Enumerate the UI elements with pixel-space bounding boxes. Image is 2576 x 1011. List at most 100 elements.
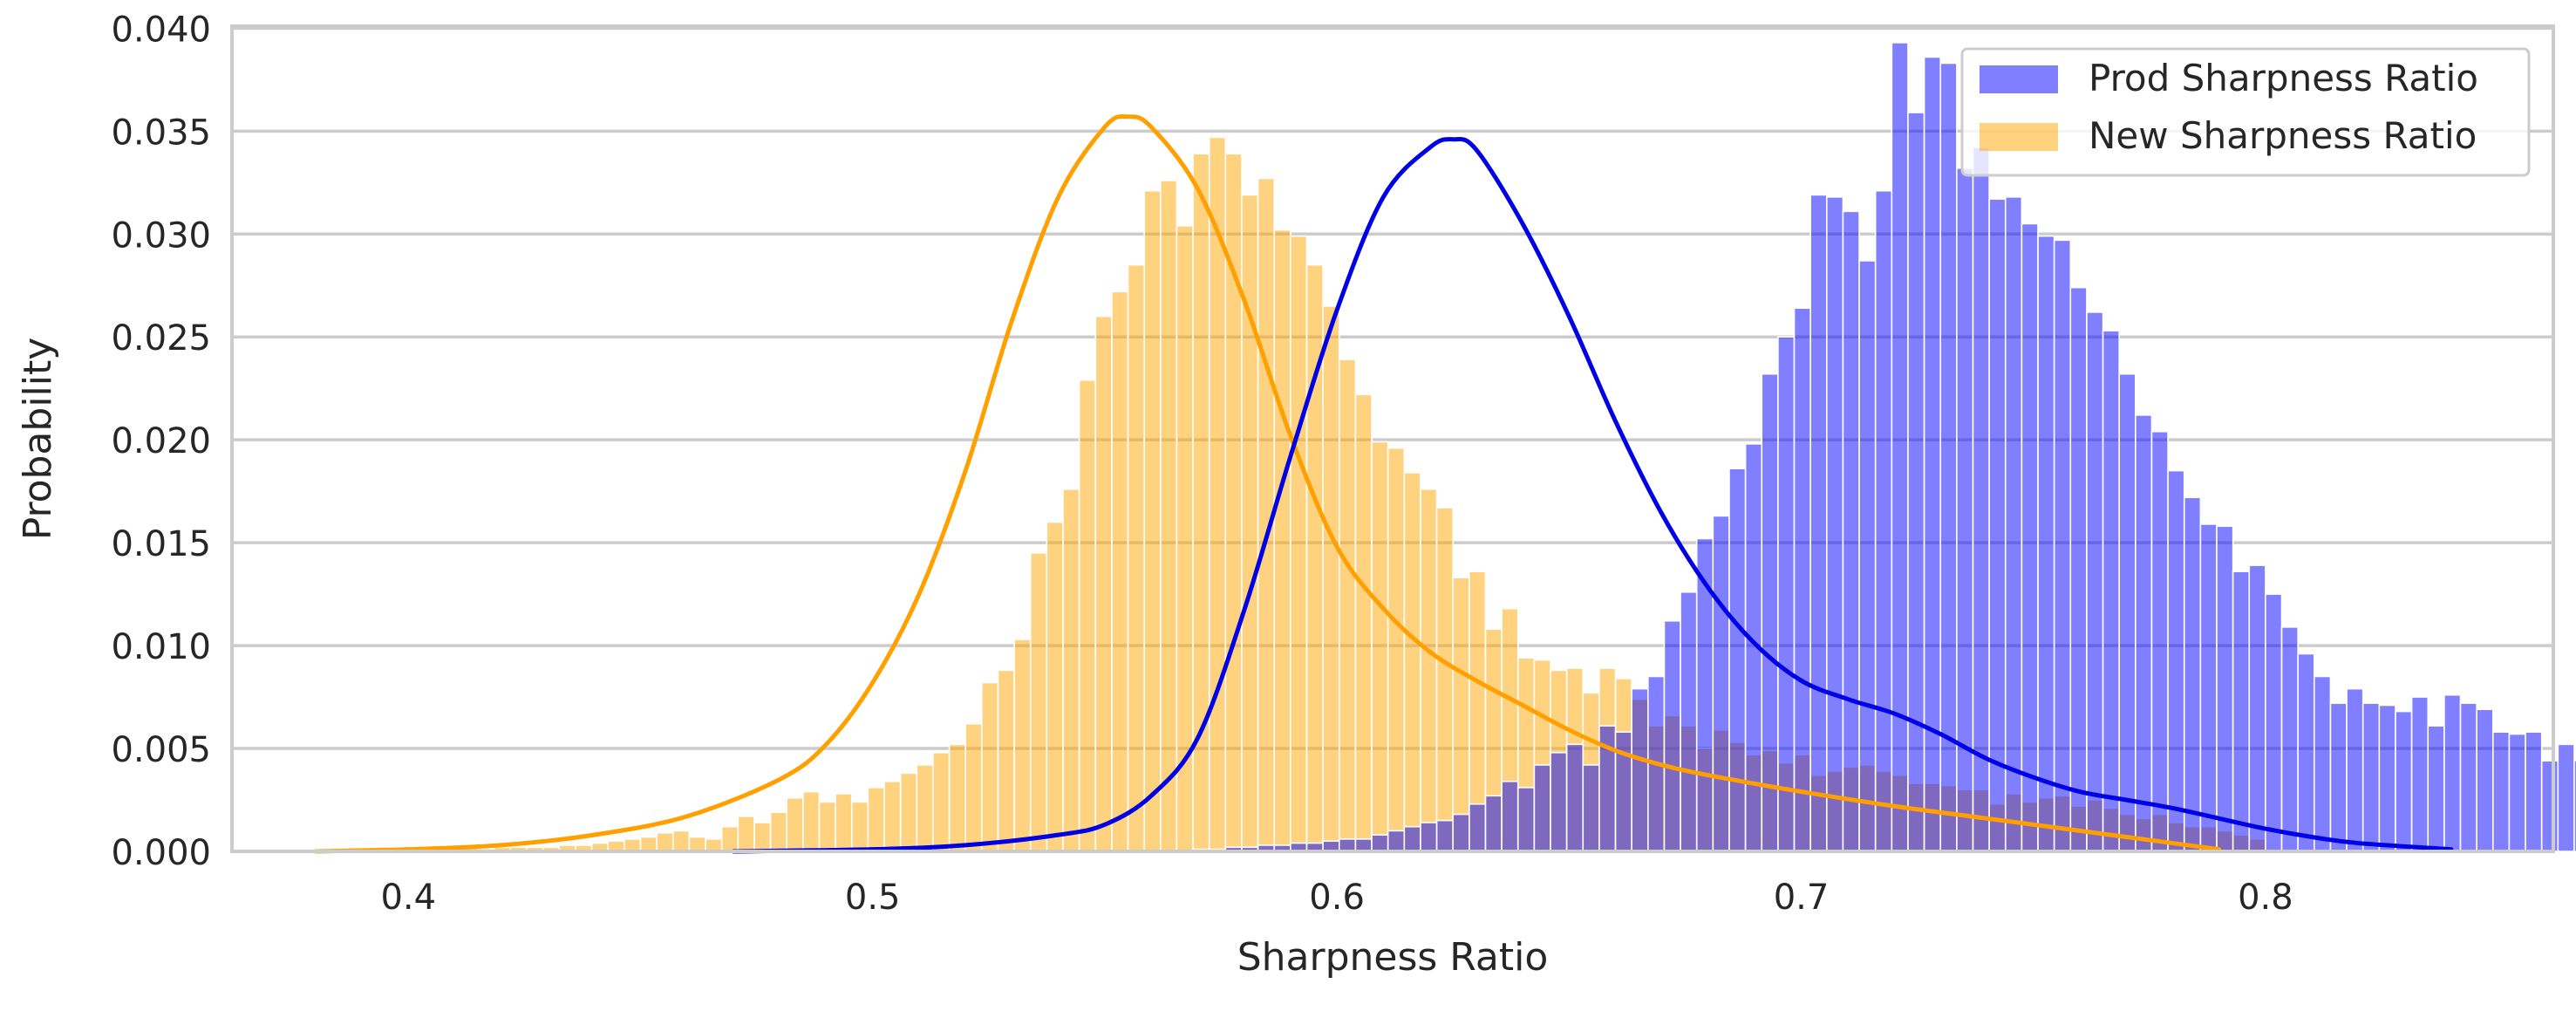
y-axis: 0.000 0.005 0.010 0.015 0.020 0.025 0.030 0.035…	[111, 10, 211, 873]
histogram-bar	[981, 681, 999, 852]
histogram-bar	[639, 836, 658, 852]
y-tick-label: 0.005	[111, 730, 211, 770]
histogram-bar	[1143, 189, 1162, 852]
y-tick-label: 0.025	[111, 318, 211, 359]
legend-box	[1960, 47, 2531, 177]
legend-label-prod: Prod Sharpness Ratio	[2089, 57, 2478, 99]
histogram-bar	[2037, 235, 2055, 852]
histogram-bar	[2395, 710, 2413, 852]
histogram-bar	[1565, 743, 1584, 852]
histogram-bar	[2297, 652, 2315, 852]
histogram-bar	[2459, 702, 2477, 852]
histogram-bar	[656, 831, 674, 852]
histogram-bar	[1891, 42, 1909, 852]
histogram-bar	[2021, 222, 2039, 852]
histogram-bar	[1403, 825, 1421, 852]
histogram-bar	[802, 790, 821, 852]
histogram-bar	[2525, 731, 2543, 852]
histogram-bar	[705, 838, 723, 852]
histogram-bar	[1484, 795, 1503, 852]
histogram-bar	[1972, 147, 1990, 852]
histogram-bar	[1777, 336, 1796, 852]
histogram-bar	[753, 822, 772, 852]
prod-histogram-bars	[1192, 42, 2576, 852]
histogram-bar	[1663, 619, 1681, 852]
histogram-bar	[1874, 189, 1893, 852]
histogram-bar	[1435, 819, 1455, 852]
histogram-bar	[883, 780, 902, 852]
histogram-bar	[932, 751, 951, 852]
histogram-bar	[1550, 751, 1568, 852]
histogram-bar	[2378, 704, 2396, 852]
legend: Prod Sharpness Ratio New Sharpness Ratio	[1960, 47, 2531, 177]
histogram-bar	[1127, 263, 1145, 852]
histogram-bar	[1452, 813, 1470, 852]
histogram-bar	[2540, 760, 2559, 852]
legend-swatch-new	[1980, 123, 2058, 151]
histogram-bar	[1338, 359, 1357, 852]
histogram-bar	[1631, 687, 1649, 852]
y-tick-label: 0.040	[111, 10, 211, 50]
histogram-bar	[818, 801, 836, 852]
histogram-bar	[1029, 552, 1048, 852]
x-tick-label: 0.6	[1309, 878, 1365, 918]
histogram-bar	[2557, 743, 2575, 852]
histogram-bar	[2491, 731, 2511, 852]
histogram-bar	[2102, 330, 2121, 852]
histogram-bar	[1469, 803, 1487, 852]
histogram-bar	[2150, 430, 2169, 852]
histogram-bar	[1728, 468, 1747, 852]
legend-swatch-prod	[1980, 65, 2058, 93]
histogram-bar	[737, 816, 755, 852]
x-axis: 0.4 0.5 0.6 0.7 0.8	[380, 878, 2293, 918]
histogram-bar	[769, 811, 788, 852]
y-tick-label: 0.030	[111, 215, 211, 256]
histogram-bar	[1761, 372, 1779, 852]
histogram-bar	[2443, 693, 2462, 852]
histogram-bar	[786, 796, 804, 852]
histogram-bar	[2476, 708, 2494, 852]
legend-label-new: New Sharpness Ratio	[2089, 114, 2477, 157]
histogram-bar	[2086, 311, 2104, 852]
histogram-bar	[1842, 210, 1860, 852]
histogram-bar	[1712, 515, 1730, 852]
histogram-bar	[2427, 725, 2445, 852]
histogram-bar	[1354, 838, 1373, 852]
histogram-bar	[2265, 593, 2283, 852]
histogram-bar	[1793, 307, 1811, 852]
histogram-bar	[1371, 441, 1389, 852]
histogram-bar	[671, 830, 691, 852]
histogram-bar	[1160, 180, 1178, 852]
histogram-bar	[1403, 472, 1421, 852]
histogram-bar	[1858, 260, 1877, 852]
histogram-bar	[1452, 577, 1470, 852]
histogram-bar	[948, 743, 966, 852]
histogram-bar	[2069, 286, 2088, 852]
histogram-bar	[964, 722, 983, 852]
histogram-bar	[1533, 764, 1551, 852]
histogram-bar	[1078, 379, 1097, 852]
histogram-bar	[2314, 675, 2332, 852]
histogram-bar	[1111, 290, 1129, 852]
histogram-bar	[1420, 822, 1438, 852]
x-axis-label: Sharpness Ratio	[1237, 935, 1549, 980]
histogram-bar	[2346, 687, 2364, 852]
y-tick-label: 0.000	[111, 833, 211, 873]
histogram-bar	[867, 787, 885, 852]
histogram-bar	[2199, 523, 2218, 852]
y-tick-label: 0.020	[111, 421, 211, 461]
histogram-bar	[1988, 198, 2007, 852]
histogram-bar	[1094, 315, 1113, 852]
histogram-bar	[1420, 488, 1438, 852]
histogram-bar	[720, 825, 739, 852]
histogram-bar	[2508, 733, 2526, 852]
histogram-bar	[1907, 112, 1925, 852]
histogram-bar	[850, 801, 869, 852]
x-tick-label: 0.7	[1774, 878, 1830, 918]
kde-curve	[731, 136, 2454, 854]
histogram-bar	[2329, 702, 2348, 852]
histogram-bar	[2361, 702, 2381, 852]
y-tick-label: 0.010	[111, 627, 211, 667]
